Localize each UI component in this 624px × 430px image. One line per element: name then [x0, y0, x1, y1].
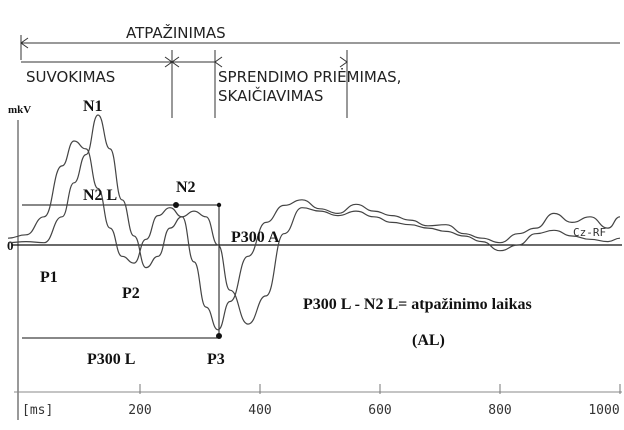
phase-label-recognition: ATPAŽINIMAS — [126, 23, 226, 42]
x-unit-label: [ms] — [22, 403, 53, 418]
zero-label: 0 — [7, 238, 14, 253]
annotation-p300a: P300 A — [231, 229, 280, 246]
x-tick-label: 800 — [488, 403, 511, 418]
x-tick-label: 400 — [248, 403, 271, 418]
annotation-p300l: P300 L — [87, 351, 135, 368]
peak-label-p3: P3 — [207, 351, 225, 368]
arrow-head-mid-right — [171, 56, 180, 68]
peak-label-n2: N2 — [176, 179, 196, 196]
annotation-n2l: N2 L — [83, 187, 117, 204]
n2-latency-end-dot — [216, 202, 222, 208]
p3-peak-dot — [216, 333, 222, 339]
x-tick-label: 600 — [368, 403, 391, 418]
arrow-head-left — [20, 37, 29, 49]
peak-label-p2: P2 — [122, 285, 140, 302]
x-tick-label: 200 — [128, 403, 151, 418]
annotation-abbrev: (AL) — [412, 332, 445, 349]
erp-trace-line-2 — [7, 114, 621, 325]
annotation-formula: P300 L - N2 L= atpažinimo laikas — [303, 296, 532, 313]
erp-trace-line-1 — [7, 140, 621, 331]
peak-label-p1: P1 — [40, 269, 58, 286]
phase-label-perception: SUVOKIMAS — [26, 68, 115, 86]
arrow-head-decision-right — [339, 56, 348, 68]
n2-peak-dot — [173, 202, 179, 208]
peak-label-n1: N1 — [83, 98, 103, 115]
erp-traces — [7, 114, 621, 331]
trace-label: Cz-RF — [573, 226, 606, 239]
phase-label-decision-line1: SPRENDIMO PRIĖMIMAS, — [218, 67, 401, 86]
y-unit-label: mkV — [8, 104, 31, 116]
latency-box — [22, 204, 220, 339]
x-tick-label: 1000 — [588, 403, 619, 418]
phase-label-decision-line2: SKAIČIAVIMAS — [218, 86, 323, 105]
x-axis-ticks: 200 400 600 800 1000 — [128, 384, 621, 418]
arrow-head-decision-left — [214, 56, 223, 68]
phase-brackets — [20, 35, 620, 118]
